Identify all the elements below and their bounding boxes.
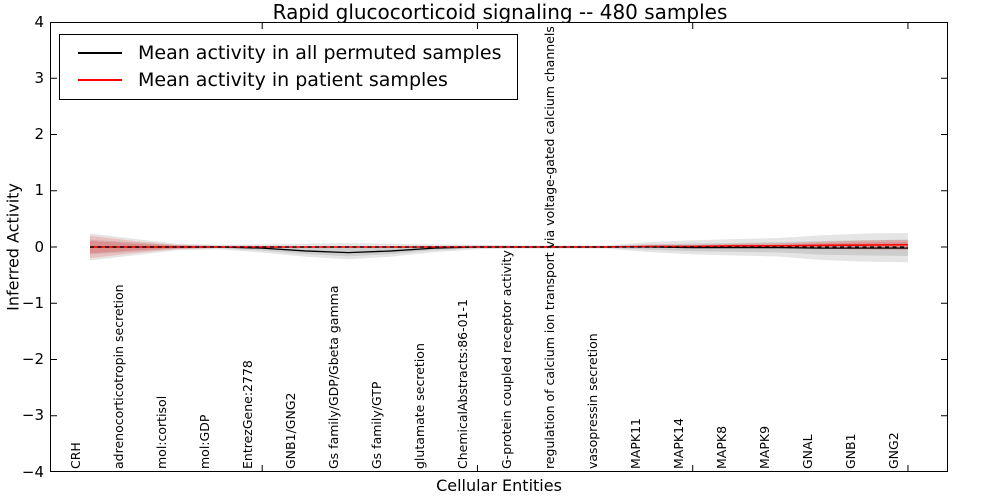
y-tick-label: −1 bbox=[21, 293, 44, 312]
entity-tick-label: Gs family/GTP bbox=[369, 381, 385, 469]
y-tick-label: 2 bbox=[34, 125, 44, 143]
legend-line-sample-black bbox=[78, 51, 122, 54]
entity-tick-label: mol:cortisol bbox=[154, 395, 170, 469]
entity-tick-label: GNG2 bbox=[885, 432, 901, 469]
chart-plot-area bbox=[51, 22, 947, 472]
y-tick-label: 1 bbox=[34, 181, 44, 200]
entity-tick-label: CRH bbox=[68, 442, 83, 469]
x-axis-label: Cellular Entities bbox=[436, 476, 562, 495]
entity-tick-label: EntrezGene:2778 bbox=[240, 360, 256, 469]
legend-label-permuted: Mean activity in all permuted samples bbox=[138, 41, 502, 64]
y-tick-label: 4 bbox=[34, 12, 44, 31]
entity-tick-label: glutamate secretion bbox=[412, 343, 428, 469]
legend: Mean activity in all permuted samples Me… bbox=[59, 34, 518, 100]
y-tick-label: −2 bbox=[21, 350, 44, 368]
legend-label-patient: Mean activity in patient samples bbox=[138, 68, 448, 91]
entity-tick-label: ChemicalAbstracts:86-01-1 bbox=[455, 299, 471, 469]
permuted-band-inner bbox=[90, 239, 908, 257]
entity-tick-label: MAPK9 bbox=[756, 425, 772, 469]
entity-tick-label: MAPK14 bbox=[670, 418, 686, 469]
entity-tick-label: MAPK8 bbox=[713, 425, 729, 469]
legend-line-sample-red bbox=[78, 78, 122, 81]
y-tick-label: 0 bbox=[34, 237, 44, 256]
entity-tick-label: G-protein coupled receptor activity bbox=[498, 250, 514, 469]
entity-tick-label: MAPK11 bbox=[627, 418, 643, 469]
entity-tick-label: GNB1/GNG2 bbox=[283, 392, 299, 469]
y-axis-label: Inferred Activity bbox=[3, 183, 23, 311]
y-tick-label: −4 bbox=[21, 462, 44, 481]
y-tick-label: 3 bbox=[34, 68, 44, 87]
entity-tick-label: vasopressin secretion bbox=[584, 333, 600, 469]
y-tick-label: −3 bbox=[21, 406, 44, 425]
legend-item-patient: Mean activity in patient samples bbox=[60, 66, 517, 93]
entity-tick-label: regulation of calcium ion transport via … bbox=[541, 26, 557, 469]
entity-tick-label: GNAL bbox=[799, 434, 815, 469]
entity-tick-label: mol:GDP bbox=[197, 414, 213, 469]
entity-tick-label: Gs family/GDP/Gbeta gamma bbox=[326, 285, 342, 469]
chart-title: Rapid glucocorticoid signaling -- 480 sa… bbox=[272, 0, 728, 24]
entity-tick-label: adrenocorticotropin secretion bbox=[111, 284, 127, 469]
legend-item-permuted: Mean activity in all permuted samples bbox=[60, 39, 517, 66]
entity-tick-label: GNB1 bbox=[842, 433, 858, 469]
